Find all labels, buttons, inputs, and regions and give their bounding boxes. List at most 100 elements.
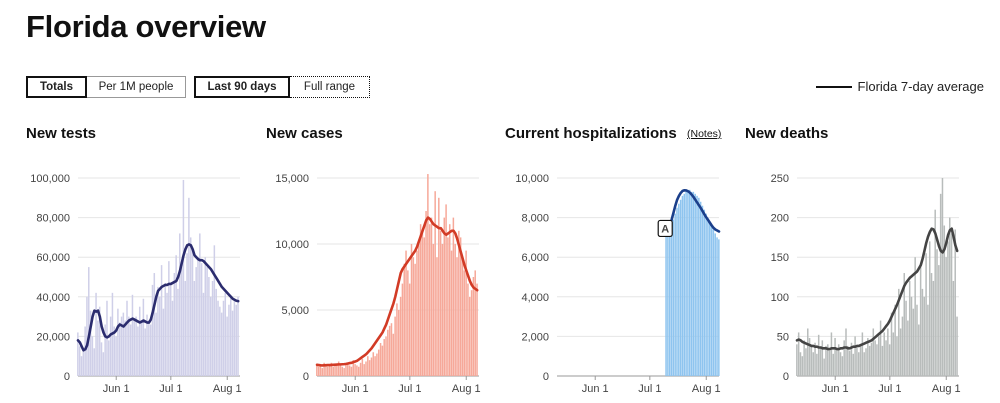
tests-bar [188, 197, 190, 376]
cases-bar [467, 283, 469, 376]
deaths-bar [899, 328, 902, 376]
cases-bar [461, 257, 464, 376]
hosp-bar [696, 195, 698, 376]
deaths-bar [949, 217, 951, 376]
hosp-bar [665, 235, 667, 376]
hosp-y-tick-label: 10,000 [515, 173, 549, 185]
cases-bar [441, 244, 444, 376]
deaths-bar [885, 340, 887, 376]
tests-bar [142, 298, 145, 376]
deaths-bar [901, 316, 904, 376]
cases-bar [352, 360, 354, 376]
tests-bar [177, 288, 179, 376]
tests-bar [235, 304, 237, 376]
tests-bar [162, 308, 165, 376]
tests-bar [164, 282, 166, 376]
per-1m-people-button[interactable]: Per 1M people [87, 76, 186, 98]
tests-bar [118, 322, 121, 376]
tests-bar [204, 257, 207, 376]
page-title: Florida overview [26, 9, 266, 44]
deaths-bar [843, 340, 845, 376]
deaths-y-tick-label: 100 [771, 292, 789, 304]
deaths-bar [803, 340, 805, 376]
tests-bar [211, 280, 214, 376]
cases-panel-title: New cases [266, 125, 343, 142]
cases-bar [398, 310, 400, 376]
deaths-bar [912, 308, 915, 376]
cases-y-tick-label: 10,000 [275, 239, 309, 251]
tests-bar [182, 179, 185, 376]
cases-bar [381, 345, 384, 376]
deaths-y-tick-label: 0 [783, 371, 789, 383]
deaths-bar [857, 352, 860, 376]
tests-bar [151, 284, 154, 376]
hosp-bar [668, 227, 671, 376]
deaths-average-line [795, 227, 959, 351]
deaths-bar [839, 352, 842, 376]
cases-bar [399, 296, 402, 376]
tests-bar [202, 292, 205, 376]
deaths-bar [850, 342, 853, 376]
cases-x-tick-label: Aug 1 [452, 383, 481, 395]
hosp-bar [676, 207, 678, 376]
deaths-bar [859, 344, 862, 376]
deaths-bar [945, 257, 947, 376]
last-90-days-button[interactable]: Last 90 days [194, 76, 290, 98]
deaths-bar [941, 178, 944, 376]
cases-bar [336, 364, 338, 376]
cases-bar [396, 303, 398, 376]
tests-bar [98, 306, 101, 376]
deaths-bar [834, 337, 836, 376]
deaths-bar [947, 241, 949, 376]
tests-bar [137, 326, 139, 376]
cases-bar [347, 362, 349, 376]
cases-bar [390, 323, 393, 376]
cases-bar [357, 366, 360, 376]
hosp-x-tick-label: Aug 1 [692, 383, 721, 395]
cases-bar [450, 250, 453, 376]
tests-bar [124, 320, 126, 376]
cases-bar [408, 283, 411, 376]
deaths-bar [836, 348, 838, 376]
tests-bar [189, 237, 192, 376]
deaths-bar [801, 356, 804, 376]
hosp-bar [688, 189, 691, 376]
tests-bar [217, 300, 219, 376]
hosp-bar [694, 193, 696, 376]
hosp-x-tick-label: Jul 1 [638, 383, 661, 395]
deaths-x-tick-label: Jul 1 [878, 383, 901, 395]
deaths-bar [856, 347, 858, 376]
cases-bar [392, 333, 395, 376]
deaths-bar [827, 344, 829, 376]
cases-bar [367, 356, 369, 376]
chart-legend: Florida 7-day average [815, 79, 984, 94]
cases-average-line [315, 216, 479, 367]
deaths-bar [879, 320, 882, 376]
tests-bar [173, 273, 176, 376]
tests-bar [133, 318, 136, 376]
totals-button[interactable]: Totals [26, 76, 87, 98]
cases-bar [476, 283, 478, 376]
hospitalizations-panel-title: Current hospitalizations [505, 125, 677, 142]
tests-bar [117, 308, 119, 376]
cases-bar [317, 366, 320, 376]
hosp-bar [707, 217, 709, 376]
full-range-button[interactable]: Full range [290, 76, 370, 98]
tests-bar [166, 292, 168, 376]
deaths-bar [812, 352, 814, 376]
deaths-bar [954, 229, 956, 376]
cases-bar [361, 358, 364, 376]
cases-bar [472, 277, 475, 376]
cases-bar [463, 270, 466, 376]
deaths-bar [878, 336, 880, 376]
hosp-bar [718, 239, 720, 376]
deaths-bar [799, 352, 802, 376]
cases-bar [341, 366, 344, 376]
hospitalizations-notes-link[interactable]: (Notes) [687, 128, 722, 140]
hosp-bar [687, 189, 689, 376]
deaths-bar [910, 296, 913, 376]
tests-bar [104, 324, 106, 376]
tests-bar [113, 326, 115, 376]
